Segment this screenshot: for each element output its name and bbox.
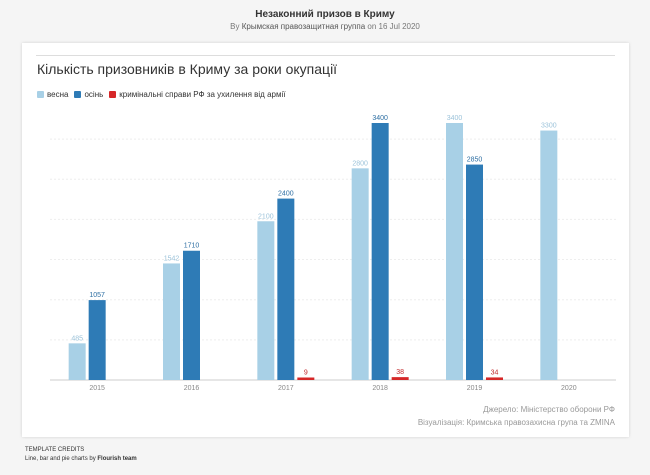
data-label: 38 <box>396 369 404 376</box>
data-label: 34 <box>491 369 499 376</box>
bar-spring-2020[interactable] <box>540 130 558 380</box>
author-link[interactable]: Крымская правозащитная группа <box>241 22 366 31</box>
bar-cases-2018[interactable] <box>391 377 409 380</box>
bar-autumn-2015[interactable] <box>88 300 106 380</box>
bar-spring-2015[interactable] <box>68 343 86 380</box>
x-tick-label: 2018 <box>372 385 388 392</box>
data-label: 2850 <box>467 157 483 164</box>
byline-prefix: By <box>230 22 240 31</box>
chart-card: Кількість призовників в Криму за роки ок… <box>22 43 629 437</box>
template-credits: TEMPLATE CREDITS Line, bar and pie chart… <box>25 446 137 464</box>
bar-autumn-2016[interactable] <box>183 250 200 380</box>
data-label: 2400 <box>278 191 294 198</box>
data-label: 1057 <box>89 292 105 299</box>
data-label: 3400 <box>372 115 388 122</box>
credits-text: Line, bar and pie charts by <box>25 456 96 462</box>
data-label: 3300 <box>541 123 557 130</box>
credits-brand-link[interactable]: Flourish team <box>97 456 137 462</box>
card-divider <box>36 55 615 56</box>
byline-date: on 16 Jul 2020 <box>367 22 420 31</box>
bar-autumn-2018[interactable] <box>371 123 389 380</box>
source-note: Джерело: Міністерство оборони РФ <box>483 405 615 414</box>
credits-label: TEMPLATE CREDITS <box>25 447 85 453</box>
data-label: 9 <box>304 370 308 377</box>
legend-label-autumn: осінь <box>84 90 104 99</box>
x-tick-label: 2016 <box>184 385 200 392</box>
data-label: 2800 <box>352 160 368 167</box>
visualization-note: Візуалізація: Кримська правозахисна груп… <box>417 418 615 427</box>
bar-spring-2016[interactable] <box>163 263 180 380</box>
data-label: 1710 <box>184 243 200 250</box>
bar-autumn-2017[interactable] <box>277 198 295 380</box>
x-tick-label: 2019 <box>467 385 483 392</box>
x-tick-label: 2020 <box>561 385 577 392</box>
data-label: 2100 <box>258 213 274 220</box>
data-label: 1542 <box>164 255 180 262</box>
bar-chart-plot: 485 1057 2015 1542 1710 2016 2100 2400 9 2017 2800… <box>50 115 616 392</box>
legend-label-spring: весна <box>47 90 69 99</box>
bar-cases-2019[interactable] <box>486 377 503 380</box>
page-header: Незаконний призов в Криму By Крымская пр… <box>0 8 650 32</box>
legend-swatch-spring <box>37 91 44 98</box>
bar-spring-2019[interactable] <box>446 123 463 380</box>
legend: весна осінь кримінальні справи РФ за ухи… <box>37 90 291 99</box>
credits-line: Line, bar and pie charts by Flourish tea… <box>25 455 137 464</box>
data-label: 485 <box>71 335 83 342</box>
legend-item-autumn[interactable]: осінь <box>74 90 103 99</box>
legend-swatch-cases <box>109 91 117 98</box>
legend-item-cases[interactable]: кримінальні справи РФ за ухилення від ар… <box>109 90 285 99</box>
legend-item-spring[interactable]: весна <box>37 90 68 99</box>
bar-spring-2018[interactable] <box>351 168 369 380</box>
x-tick-label: 2015 <box>89 385 105 392</box>
chart-title: Кількість призовників в Криму за роки ок… <box>37 61 338 77</box>
data-label: 3400 <box>447 115 463 122</box>
legend-swatch-autumn <box>74 91 82 98</box>
byline: By Крымская правозащитная группа on 16 J… <box>0 21 650 32</box>
bar-autumn-2019[interactable] <box>466 164 483 380</box>
x-tick-label: 2017 <box>278 385 294 392</box>
legend-label-cases: кримінальні справи РФ за ухилення від ар… <box>119 90 286 99</box>
page-title: Незаконний призов в Криму <box>255 9 395 20</box>
bar-cases-2017[interactable] <box>297 377 315 381</box>
bar-spring-2017[interactable] <box>257 221 275 380</box>
